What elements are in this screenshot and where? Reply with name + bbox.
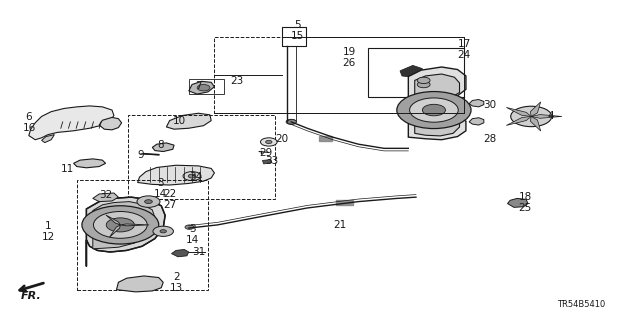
Polygon shape: [531, 116, 541, 131]
Circle shape: [397, 92, 471, 129]
Circle shape: [82, 206, 159, 244]
Polygon shape: [116, 276, 163, 292]
Polygon shape: [42, 135, 54, 143]
Bar: [368, 48, 464, 97]
Circle shape: [511, 106, 552, 127]
Text: 18
25: 18 25: [518, 192, 532, 213]
Circle shape: [260, 138, 277, 146]
Text: 9: 9: [138, 150, 144, 160]
Polygon shape: [166, 113, 211, 129]
Text: 3
14: 3 14: [186, 224, 199, 245]
Text: 32: 32: [99, 189, 113, 200]
Text: 20: 20: [275, 134, 289, 144]
Text: 6
16: 6 16: [22, 112, 36, 133]
Circle shape: [197, 85, 210, 91]
Polygon shape: [508, 198, 528, 207]
Circle shape: [417, 77, 430, 84]
Circle shape: [188, 174, 196, 178]
Text: TR54B5410: TR54B5410: [557, 300, 605, 309]
Circle shape: [160, 230, 166, 233]
Polygon shape: [138, 165, 214, 185]
Polygon shape: [400, 65, 422, 77]
Text: 17
24: 17 24: [458, 39, 471, 60]
Circle shape: [417, 81, 430, 88]
Circle shape: [266, 140, 272, 144]
Polygon shape: [189, 81, 214, 94]
Text: 22
27: 22 27: [163, 189, 177, 210]
Text: 8: 8: [157, 140, 163, 150]
Text: 23: 23: [230, 76, 244, 86]
Polygon shape: [120, 224, 149, 226]
Text: 28: 28: [483, 134, 497, 144]
Polygon shape: [531, 102, 541, 116]
Polygon shape: [29, 106, 114, 140]
Polygon shape: [506, 116, 531, 125]
Bar: [214, 37, 464, 113]
Polygon shape: [172, 249, 189, 257]
Text: 11: 11: [61, 164, 74, 174]
Polygon shape: [469, 118, 484, 125]
Polygon shape: [506, 108, 531, 116]
Text: 7: 7: [195, 81, 202, 91]
Polygon shape: [86, 197, 165, 266]
Text: 1
12: 1 12: [42, 221, 55, 242]
Circle shape: [153, 226, 173, 236]
Text: 5
15: 5 15: [291, 20, 305, 41]
Polygon shape: [74, 159, 106, 168]
Text: FR.: FR.: [20, 291, 41, 301]
Text: 21: 21: [333, 220, 346, 230]
Polygon shape: [336, 200, 353, 205]
Text: 29: 29: [259, 148, 273, 158]
Text: 4: 4: [547, 111, 554, 122]
Polygon shape: [319, 136, 332, 141]
Bar: [77, 180, 208, 290]
Circle shape: [106, 218, 134, 232]
Text: 31: 31: [192, 247, 205, 257]
Polygon shape: [93, 202, 155, 249]
Polygon shape: [408, 67, 466, 140]
Circle shape: [185, 225, 194, 229]
Text: 33: 33: [266, 156, 279, 166]
Polygon shape: [415, 74, 460, 136]
Circle shape: [422, 104, 445, 116]
Bar: [189, 79, 224, 94]
Polygon shape: [262, 160, 272, 164]
Polygon shape: [469, 100, 484, 107]
Circle shape: [286, 119, 296, 124]
Text: 19
26: 19 26: [342, 47, 356, 68]
Polygon shape: [99, 117, 122, 130]
Circle shape: [145, 200, 152, 204]
Text: 34: 34: [189, 172, 202, 182]
Bar: [282, 27, 306, 46]
Polygon shape: [106, 215, 120, 225]
Text: 30: 30: [483, 100, 497, 110]
Text: 3
14: 3 14: [154, 178, 167, 199]
Polygon shape: [93, 193, 118, 202]
Circle shape: [287, 120, 296, 124]
Polygon shape: [531, 115, 562, 118]
Circle shape: [183, 172, 201, 181]
Circle shape: [93, 211, 147, 238]
Bar: [128, 115, 275, 199]
Text: 10: 10: [173, 116, 186, 126]
Circle shape: [410, 98, 458, 122]
Text: 2
13: 2 13: [170, 272, 183, 293]
Circle shape: [137, 196, 160, 207]
Polygon shape: [109, 225, 120, 237]
Polygon shape: [152, 143, 174, 152]
